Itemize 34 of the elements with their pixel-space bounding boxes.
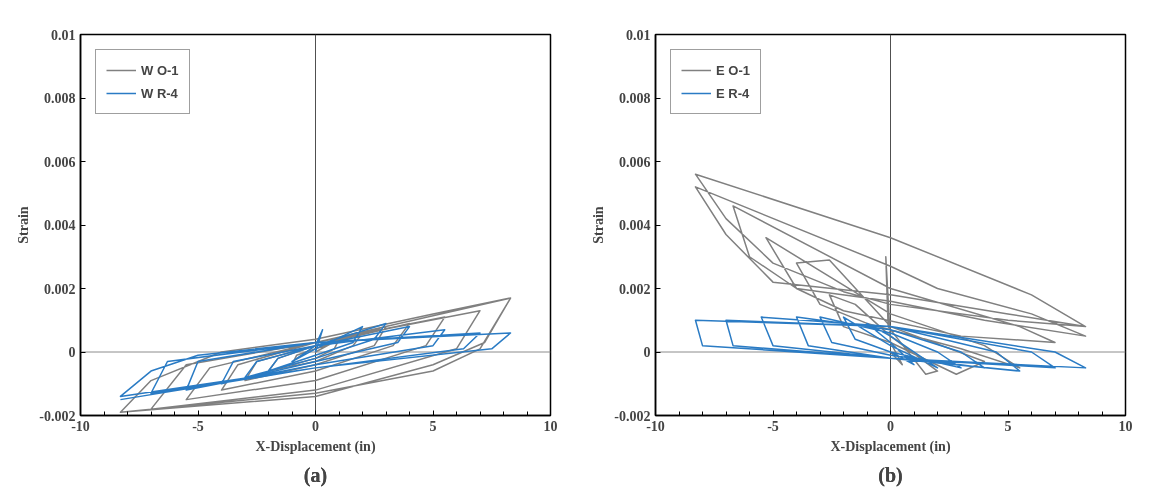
x-axis-title: X-Displacement (in) [255,438,376,455]
line-series [119,322,512,401]
x-tick-label: 0 [312,418,319,434]
y-tick-label: 0 [68,345,76,360]
y-tick-label: 0.002 [44,281,76,297]
y-tick-label: 0.004 [619,218,651,233]
y-tick-label: 0.008 [619,91,651,106]
x-axis-title: X-Displacement (in) [830,438,951,455]
y-tick-label: -0.002 [39,408,76,424]
y-tick-label: 0 [643,345,651,360]
text: (b) [878,463,903,487]
x-tick-label: 10 [543,418,558,434]
y-tick-label: 0.004 [44,218,76,233]
x-tick-label: 5 [429,418,437,434]
y-tick-label: -0.002 [614,408,651,424]
x-tick-label: -5 [192,418,204,434]
y-tick-label: 0.008 [44,91,76,106]
y-tick-label: 0.002 [619,281,651,297]
y-tick-label: 0.006 [619,154,651,170]
x-tick-label: -5 [767,418,779,434]
y-tick-label: 0.006 [44,154,76,170]
y-tick-label: 0.01 [626,27,651,43]
x-tick-label: 5 [1004,418,1012,434]
legend-label: E O-1 [716,62,750,78]
y-axis-title: Strain [16,206,32,244]
x-tick-label: 0 [887,418,894,434]
legend-label: E R-4 [716,85,750,101]
y-tick-label: 0.01 [51,27,76,43]
legend-label: W R-4 [141,85,178,101]
line-series [694,316,1087,372]
text: (a) [303,463,328,487]
legend-label: W O-1 [141,62,179,78]
x-tick-label: 10 [1118,418,1133,434]
y-axis-title: Strain [591,206,607,244]
